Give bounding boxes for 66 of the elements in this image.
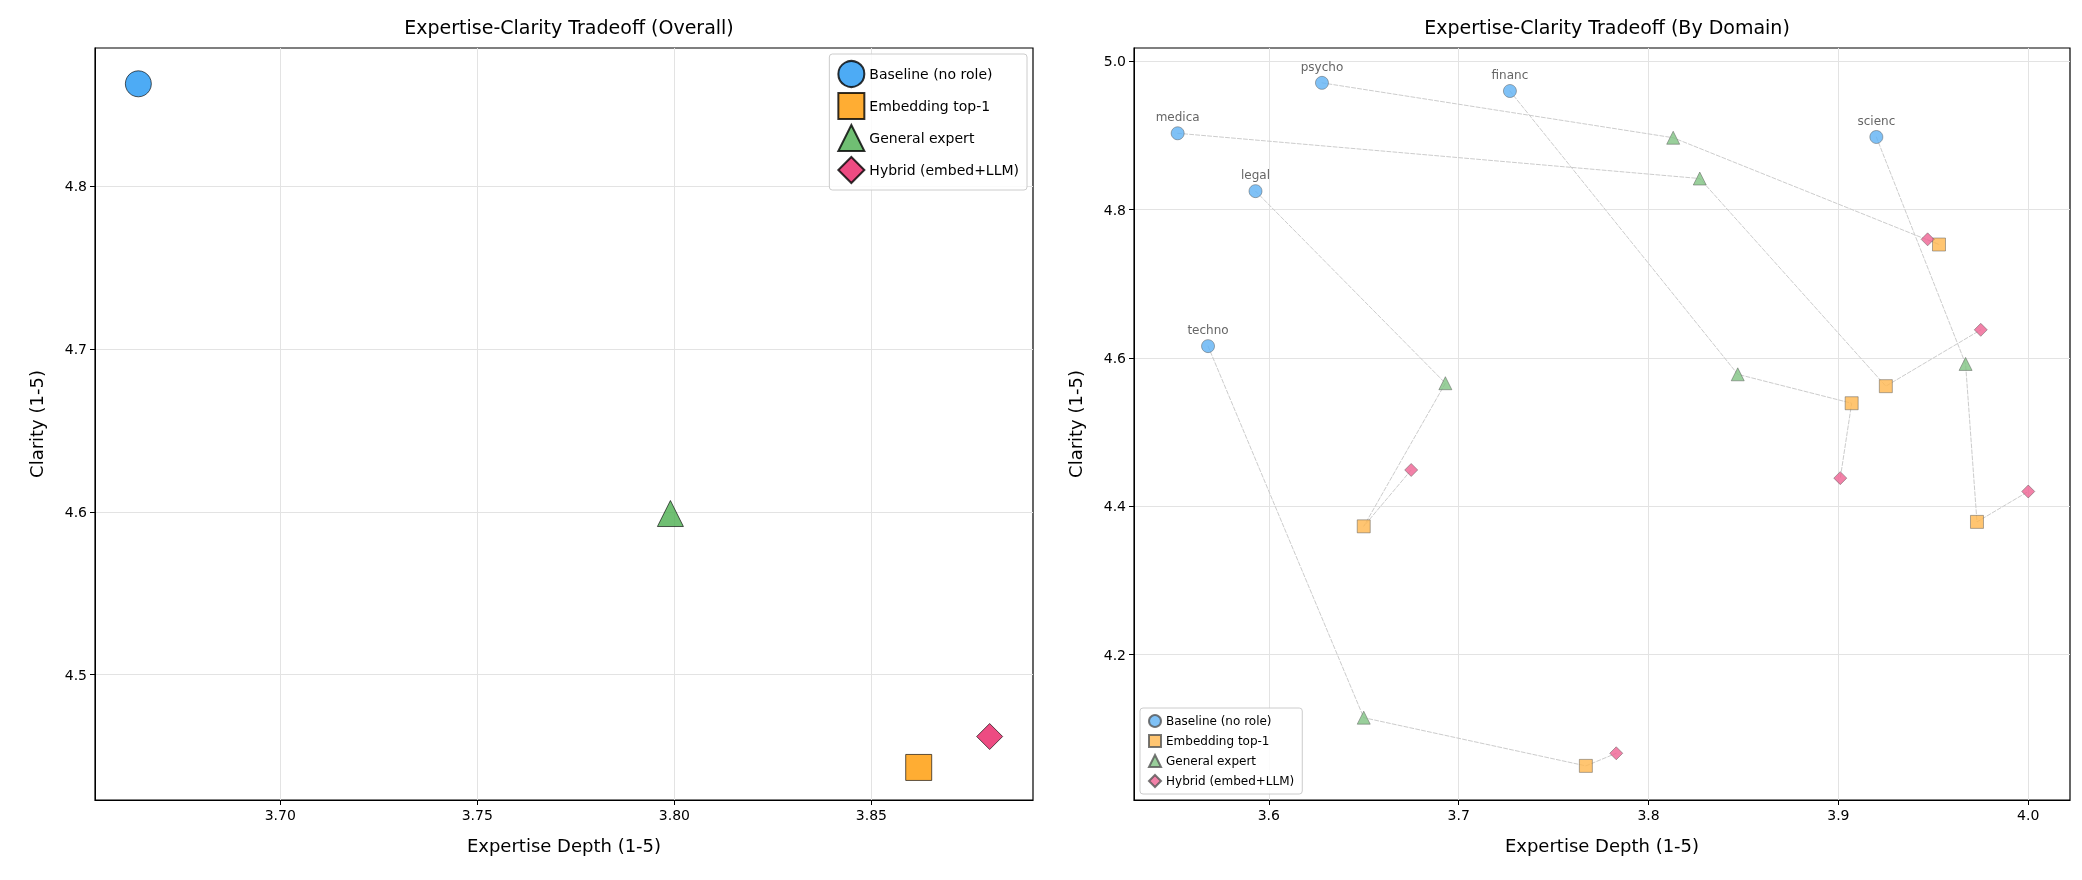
point [1730, 367, 1745, 382]
point [1248, 184, 1263, 198]
annotation: legal [1240, 168, 1271, 183]
y-tick-label: 4.6 [1103, 350, 1127, 366]
point [1666, 130, 1680, 145]
point [1932, 237, 1946, 252]
y-tick-label: 4.8 [1103, 201, 1126, 218]
x-tick-label: 3.75 [461, 807, 493, 823]
point [124, 70, 152, 98]
legend-label: Embedding top-1 [869, 98, 991, 114]
chart-title: Expertise-Clarity Tradeoff (Overall) [404, 15, 734, 38]
x-tick-label: 4.0 [2017, 807, 2040, 823]
y-axis-title: Clarity (1-5) [1064, 370, 1086, 478]
point [1920, 232, 1935, 247]
y-tick-label: 4.7 [64, 341, 87, 358]
point [1404, 463, 1418, 477]
point [1503, 84, 1517, 98]
point [1438, 376, 1453, 391]
x-tick-label: 3.70 [264, 807, 296, 823]
point [905, 754, 933, 781]
point [1356, 710, 1371, 725]
x-tick-label: 3.9 [1827, 807, 1850, 823]
annotation: techno [1187, 323, 1229, 338]
annotation: medica [1155, 110, 1200, 125]
x-tick-label: 3.80 [658, 807, 690, 823]
point [1970, 515, 1984, 529]
point [1692, 171, 1707, 186]
x-tick-label: 3.85 [855, 807, 887, 823]
legend-label: Embedding top-1 [1166, 734, 1270, 748]
point [1201, 339, 1215, 353]
legend-label: General expert [1166, 754, 1257, 768]
point [657, 500, 684, 527]
x-tick-label: 3.6 [1257, 807, 1281, 823]
x-axis-title: Expertise Depth (1-5) [466, 834, 662, 856]
y-tick-label: 4.5 [64, 666, 87, 683]
chart-title: Expertise-Clarity Tradeoff (By Domain) [1424, 15, 1790, 38]
y-tick-label: 4.6 [64, 503, 88, 520]
legend-label: Baseline (no role) [869, 66, 993, 82]
point [1315, 76, 1329, 90]
y-tick-label: 4.8 [64, 178, 87, 195]
x-tick-label: 3.8 [1637, 807, 1660, 823]
point [976, 723, 1004, 750]
point [1170, 126, 1185, 141]
x-tick-label: 3.7 [1447, 807, 1470, 823]
point [1844, 396, 1859, 411]
point [1579, 759, 1593, 773]
annotation: psycho [1300, 59, 1344, 74]
y-axis-title: Clarity (1-5) [25, 370, 47, 478]
y-tick-label: 4.4 [1103, 498, 1127, 515]
legend-label: Baseline (no role) [1166, 714, 1272, 728]
legend-label: General expert [869, 130, 975, 146]
point [1609, 746, 1624, 761]
point [1869, 130, 1884, 144]
annotation: scienc [1857, 113, 1896, 128]
point [1879, 379, 1893, 393]
point [1958, 357, 1973, 371]
legend-label: Hybrid (embed+LLM) [1166, 774, 1295, 788]
point [1973, 323, 1988, 337]
y-tick-label: 5.0 [1103, 53, 1126, 70]
y-tick-label: 4.2 [1103, 646, 1126, 663]
point [2021, 484, 2036, 499]
point [1356, 519, 1371, 534]
legend-label: Hybrid (embed+LLM) [869, 162, 1019, 178]
x-axis-title: Expertise Depth (1-5) [1504, 834, 1700, 856]
point [1833, 471, 1848, 485]
annotation: financ [1491, 68, 1529, 83]
